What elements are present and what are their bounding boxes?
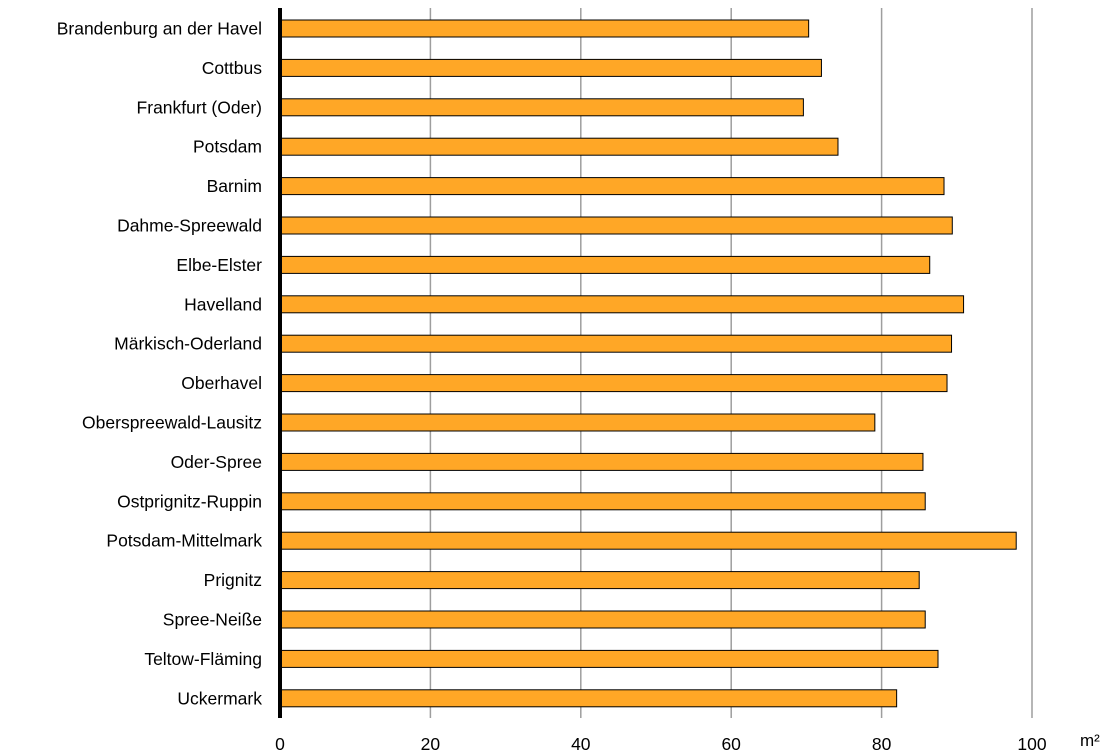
x-tick-label-40: 40 [571,734,591,754]
bar-1 [279,58,822,77]
bar-8 [279,334,953,353]
category-label-3: Potsdam [193,137,262,157]
category-label-7: Havelland [184,294,262,314]
bar-10 [279,413,876,432]
x-tick-label-60: 60 [721,734,741,754]
category-label-12: Ostprignitz-Ruppin [117,491,262,511]
bar-0 [279,19,810,38]
bar-17 [279,689,898,708]
bar-13 [279,531,1017,550]
bar-15 [279,610,926,629]
category-label-8: Märkisch-Oderland [114,334,262,354]
x-tick-labels: 0 20 40 60 80 100 [275,734,1047,754]
bar-4 [279,177,945,196]
bar-6 [279,255,931,274]
category-label-17: Uckermark [177,688,262,708]
bar-11 [279,452,924,471]
x-axis-unit: m² [1080,731,1100,750]
category-label-13: Potsdam-Mittelmark [106,531,262,551]
bar-2 [279,98,804,117]
bar-16 [279,649,939,668]
category-labels: Brandenburg an der Havel Cottbus Frankfurt… [57,19,263,709]
grid-lines [429,8,1033,718]
bar-5 [279,216,953,235]
category-label-6: Elbe-Elster [176,255,262,275]
x-tick-label-80: 80 [872,734,892,754]
category-label-15: Spree-Neiße [163,610,262,630]
bar-3 [279,137,839,156]
x-tick-label-20: 20 [421,734,441,754]
category-label-11: Oder-Spree [171,452,262,472]
category-label-5: Dahme-Spreewald [117,216,262,236]
bars [279,19,1017,708]
bar-12 [279,492,926,511]
category-label-16: Teltow-Fläming [144,649,262,669]
category-label-2: Frankfurt (Oder) [137,97,262,117]
x-tick-label-0: 0 [275,734,285,754]
bar-7 [279,295,965,314]
bar-14 [279,571,920,590]
category-label-1: Cottbus [202,58,263,78]
category-label-10: Oberspreewald-Lausitz [82,413,262,433]
category-label-0: Brandenburg an der Havel [57,19,262,39]
bar-9 [279,374,948,393]
category-label-14: Prignitz [204,570,262,590]
category-label-9: Oberhavel [181,373,262,393]
category-label-4: Barnim [207,176,262,196]
x-tick-label-100: 100 [1017,734,1046,754]
